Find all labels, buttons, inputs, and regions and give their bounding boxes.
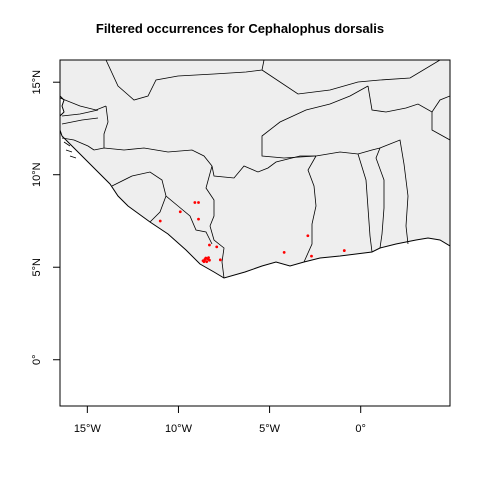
border-ghana-togo: [357, 153, 373, 253]
border-guinea-bissau: [61, 137, 95, 151]
occurrence-point: [282, 251, 286, 254]
occurrence-points: [158, 201, 346, 264]
y-axis: 0° 5°N 10°N 15°N: [31, 70, 60, 365]
border-mali-cotedivoire: [211, 155, 316, 179]
border-liberia-sierraleone: [149, 195, 167, 223]
country-borders: [60, 60, 450, 279]
coastline-detail: [63, 141, 77, 159]
border-liberia-cotedivoire: [209, 225, 225, 279]
border-mauritania-mali: [105, 60, 265, 101]
occurrence-point: [205, 260, 209, 264]
occurrence-point: [310, 254, 313, 258]
border-gambia: [61, 109, 99, 125]
border-guinea-north: [93, 147, 213, 167]
occurrence-point: [197, 201, 200, 204]
occurrence-point: [201, 259, 205, 263]
occurrence-point: [158, 219, 162, 223]
occurrence-point: [208, 243, 211, 247]
y-tick-label: 15°N: [31, 70, 43, 95]
border-mauritania-senegal: [60, 97, 107, 111]
border-guinea-south: [111, 171, 213, 245]
occurrence-point: [207, 256, 210, 260]
map-title: Filtered occurrences for Cephalophus dor…: [95, 21, 385, 36]
occurrence-point: [197, 217, 200, 221]
occurrence-point: [306, 234, 310, 238]
y-tick-label: 0°: [31, 354, 43, 365]
x-tick-label: 10°W: [165, 423, 193, 435]
occurrence-point: [215, 245, 219, 249]
map-region: [60, 60, 450, 406]
y-tick-label: 5°N: [31, 258, 43, 277]
border-cotedivoire-ghana: [303, 155, 317, 263]
border-mali-niger: [261, 60, 441, 95]
border-togo-benin: [375, 147, 385, 249]
border-mali-burkina: [261, 85, 369, 159]
occurrence-point: [218, 258, 222, 262]
x-tick-label: 5°W: [259, 423, 281, 435]
occurrence-point: [178, 210, 182, 214]
x-tick-label: 0°: [355, 423, 366, 435]
occurrence-point: [208, 258, 211, 262]
x-axis: 15°W 10°W 5°W 0°: [74, 406, 366, 435]
plot-frame: [59, 59, 451, 407]
border-nigeria-niger: [431, 112, 450, 141]
occurrence-point: [193, 201, 197, 204]
y-tick-label: 10°N: [31, 162, 43, 187]
x-tick-label: 15°W: [74, 423, 102, 435]
border-senegal-mali: [103, 105, 109, 148]
coast-bijagos-islands: [63, 141, 77, 159]
occurrence-point: [342, 249, 346, 252]
border-guinea-cotedivoire: [205, 165, 215, 227]
border-benin-nigeria: [379, 139, 409, 245]
ocean-area: [60, 95, 450, 406]
border-burkina-niger: [367, 85, 450, 113]
